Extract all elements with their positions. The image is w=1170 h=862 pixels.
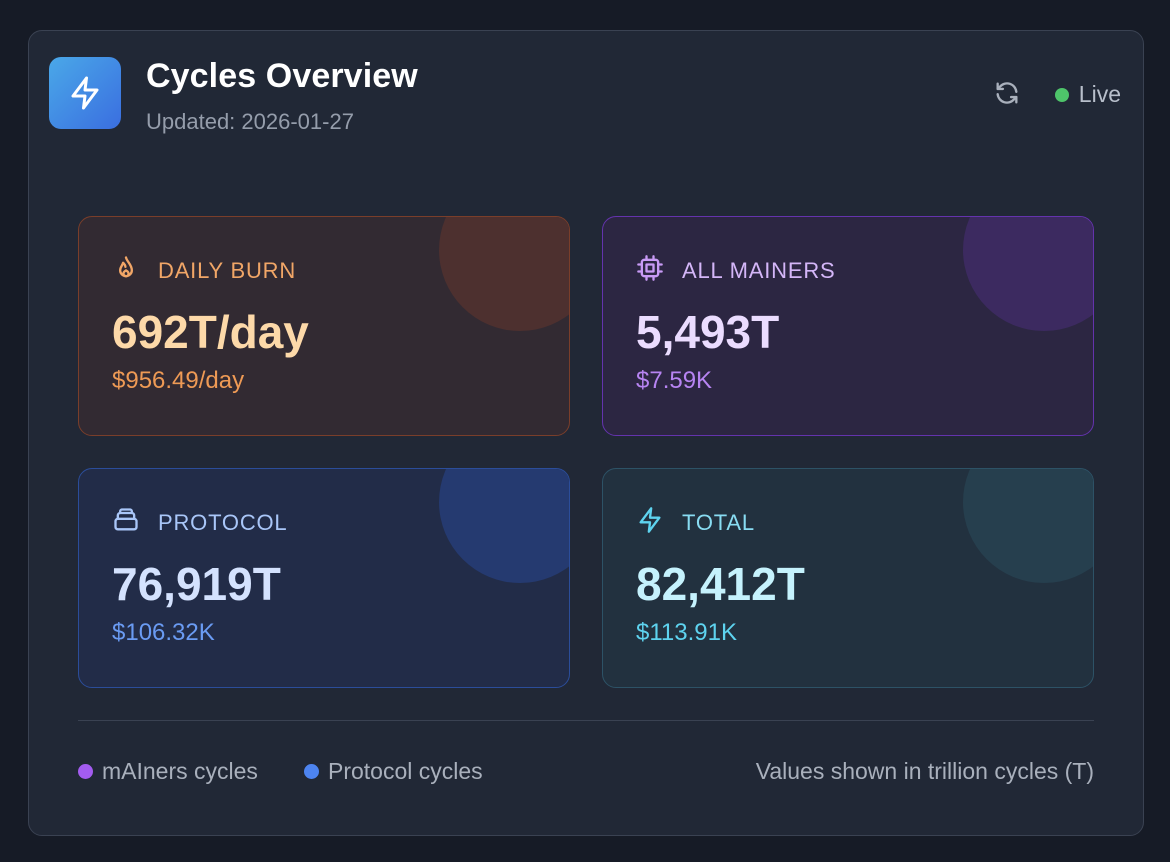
lightning-icon: [636, 506, 664, 539]
all-mainers-card: ALL MAINERS 5,493T $7.59K: [602, 216, 1094, 436]
refresh-icon[interactable]: [993, 79, 1021, 107]
protocol-card: PROTOCOL 76,919T $106.32K: [78, 468, 570, 688]
total-card: TOTAL 82,412T $113.91K: [602, 468, 1094, 688]
protocol-label: PROTOCOL: [158, 509, 288, 535]
card-decoration: [439, 217, 569, 331]
all-mainers-label: ALL MAINERS: [682, 257, 836, 283]
protocol-value: 76,919T: [112, 558, 281, 610]
updated-timestamp: Updated: 2026-01-27: [146, 109, 354, 134]
cpu-chip-icon: [636, 254, 664, 287]
daily-burn-label: DAILY BURN: [158, 257, 297, 283]
flame-icon: [112, 254, 140, 287]
card-decoration: [963, 217, 1093, 331]
card-decoration: [439, 469, 569, 583]
live-indicator-dot: [1054, 87, 1069, 102]
total-usd: $113.91K: [636, 619, 737, 646]
daily-burn-usd: $956.49/day: [112, 367, 245, 394]
live-status: Live: [1054, 81, 1121, 108]
legend-dot-protocol: [304, 764, 319, 779]
legend-label-protocol: Protocol cycles: [328, 758, 483, 784]
units-note: Values shown in trillion cycles (T): [755, 758, 1094, 784]
legend-item-mainers: mAIners cycles: [78, 758, 258, 785]
lightning-logo-icon: [49, 57, 121, 129]
panel-header: Cycles Overview Updated: 2026-01-27 Live: [49, 57, 1121, 137]
all-mainers-value: 5,493T: [636, 306, 780, 358]
all-mainers-usd: $7.59K: [636, 367, 713, 394]
footer-divider: [78, 720, 1094, 721]
total-value: 82,412T: [636, 558, 805, 610]
total-label: TOTAL: [682, 509, 755, 535]
legend-dot-mainers: [78, 764, 93, 779]
page-title: Cycles Overview: [146, 57, 418, 95]
card-decoration: [963, 469, 1093, 583]
daily-burn-value: 692T/day: [112, 306, 309, 358]
legend-label-mainers: mAIners cycles: [102, 758, 258, 784]
live-label: Live: [1078, 81, 1121, 107]
panel-footer: mAIners cycles Protocol cycles Values sh…: [78, 758, 1094, 786]
legend-item-protocol: Protocol cycles: [304, 758, 483, 785]
database-icon: [112, 506, 140, 539]
daily-burn-card: DAILY BURN 692T/day $956.49/day: [78, 216, 570, 436]
protocol-usd: $106.32K: [112, 619, 215, 646]
